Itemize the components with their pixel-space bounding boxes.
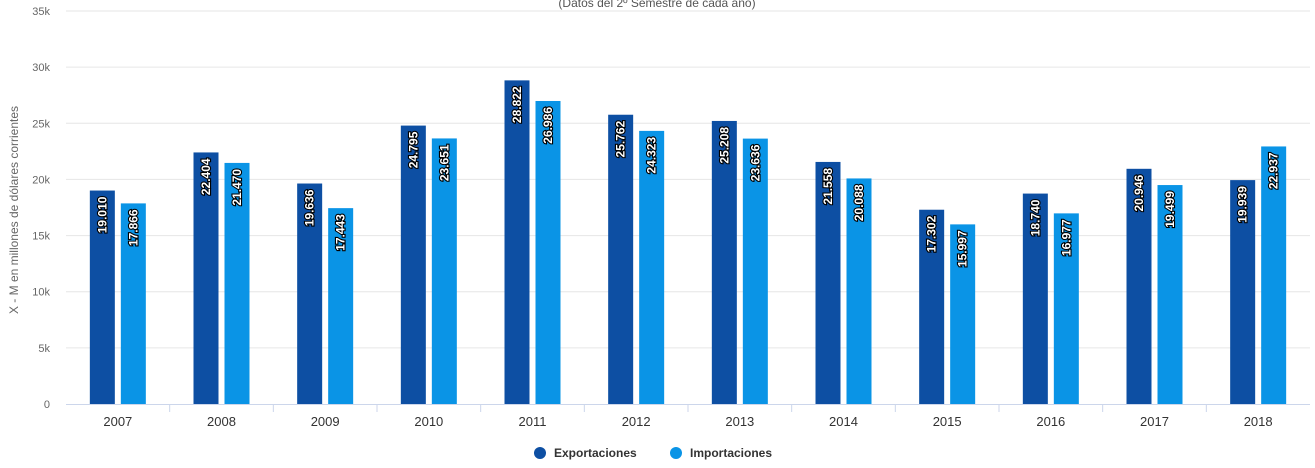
x-tick-label: 2008 xyxy=(207,414,236,429)
data-label: 19.499 xyxy=(1163,191,1177,228)
bar-importaciones-2014[interactable] xyxy=(846,178,872,404)
legend-swatch xyxy=(534,447,546,459)
data-label: 20.088 xyxy=(852,184,866,221)
bar-importaciones-2016[interactable] xyxy=(1053,213,1079,404)
x-tick-label: 2018 xyxy=(1244,414,1273,429)
bar-exportaciones-2012[interactable] xyxy=(608,114,634,404)
x-tick-label: 2013 xyxy=(725,414,754,429)
bar-exportaciones-2015[interactable] xyxy=(919,209,945,404)
bar-exportaciones-2010[interactable] xyxy=(400,125,426,404)
bar-importaciones-2015[interactable] xyxy=(950,224,976,404)
y-tick-label: 5k xyxy=(38,343,50,355)
x-tick-label: 2007 xyxy=(103,414,132,429)
y-tick-label: 30k xyxy=(32,62,50,74)
x-tick-label: 2012 xyxy=(622,414,651,429)
legend-label: Importaciones xyxy=(690,446,772,460)
legend-swatch xyxy=(670,447,682,459)
y-tick-label: 35k xyxy=(32,6,50,18)
y-axis-ticks: 0 5k 10k 15k 20k 25k 30k 35k xyxy=(32,6,50,411)
x-axis-ticks: 2007 2008 2009 2010 2011 2012 2013 2014 2015 2016… xyxy=(103,404,1273,429)
bar-importaciones-2011[interactable] xyxy=(535,100,561,404)
bar-exportaciones-2007[interactable] xyxy=(89,190,115,404)
data-label: 23.651 xyxy=(437,144,451,181)
data-label: 21.470 xyxy=(230,169,244,206)
legend-item-exportaciones[interactable]: Exportaciones xyxy=(534,446,637,460)
y-tick-label: 0 xyxy=(44,399,50,411)
bar-importaciones-2010[interactable] xyxy=(431,138,457,405)
bar-importaciones-2017[interactable] xyxy=(1157,185,1183,404)
x-tick-label: 2015 xyxy=(933,414,962,429)
data-label: 25.762 xyxy=(614,120,628,157)
y-tick-label: 20k xyxy=(32,174,50,186)
chart-subtitle: (Datos del 2º Semestre de cada año) xyxy=(558,0,755,10)
bar-exportaciones-2009[interactable] xyxy=(297,183,323,404)
bars xyxy=(89,80,1287,405)
data-label: 24.795 xyxy=(406,131,420,168)
x-tick-label: 2010 xyxy=(414,414,443,429)
legend-item-importaciones[interactable]: Importaciones xyxy=(670,446,772,460)
x-tick-label: 2011 xyxy=(519,414,547,429)
x-tick-label: 2014 xyxy=(829,414,858,429)
data-labels: 19.010 17.866 22.404 21.470 19.636 17.443 24.7… xyxy=(94,85,1282,268)
data-label: 18.740 xyxy=(1028,199,1042,236)
data-label: 21.558 xyxy=(821,168,835,205)
bar-exportaciones-2018[interactable] xyxy=(1230,180,1256,404)
data-label: 16.977 xyxy=(1059,219,1073,256)
bar-exportaciones-2016[interactable] xyxy=(1022,193,1048,404)
bar-importaciones-2012[interactable] xyxy=(639,130,665,404)
data-label: 19.939 xyxy=(1236,186,1250,223)
data-label: 17.302 xyxy=(925,215,939,252)
bar-importaciones-2009[interactable] xyxy=(328,208,354,404)
y-axis-label: X - M en millones de dólares corrientes xyxy=(7,106,21,314)
bar-exportaciones-2008[interactable] xyxy=(193,152,219,404)
bar-exportaciones-2017[interactable] xyxy=(1126,168,1152,404)
bar-importaciones-2018[interactable] xyxy=(1261,146,1287,404)
data-label: 22.404 xyxy=(199,158,213,195)
x-tick-label: 2017 xyxy=(1140,414,1169,429)
data-label: 15.997 xyxy=(956,230,970,267)
data-label: 17.866 xyxy=(126,209,140,246)
bar-importaciones-2013[interactable] xyxy=(742,138,768,404)
bar-exportaciones-2014[interactable] xyxy=(815,161,841,404)
gridlines xyxy=(66,10,1310,349)
y-tick-label: 25k xyxy=(32,118,50,130)
data-label: 24.323 xyxy=(645,137,659,174)
data-label: 28.822 xyxy=(510,86,524,123)
bar-importaciones-2008[interactable] xyxy=(224,162,250,404)
bar-importaciones-2007[interactable] xyxy=(120,203,146,404)
data-label: 19.636 xyxy=(303,189,317,226)
data-label: 19.010 xyxy=(95,196,109,233)
data-label: 20.946 xyxy=(1132,174,1146,211)
y-tick-label: 15k xyxy=(32,231,50,243)
data-label: 23.636 xyxy=(748,144,762,181)
bar-exportaciones-2011[interactable] xyxy=(504,80,530,404)
x-tick-label: 2016 xyxy=(1036,414,1065,429)
data-label: 26.986 xyxy=(541,107,555,144)
data-label: 17.443 xyxy=(334,214,348,251)
bar-exportaciones-2013[interactable] xyxy=(711,120,737,405)
x-tick-label: 2009 xyxy=(311,414,340,429)
y-tick-label: 10k xyxy=(32,287,50,299)
data-label: 22.937 xyxy=(1267,152,1281,189)
legend[interactable]: Exportaciones Importaciones xyxy=(534,446,772,460)
legend-label: Exportaciones xyxy=(554,446,637,460)
data-label: 25.208 xyxy=(717,127,731,164)
